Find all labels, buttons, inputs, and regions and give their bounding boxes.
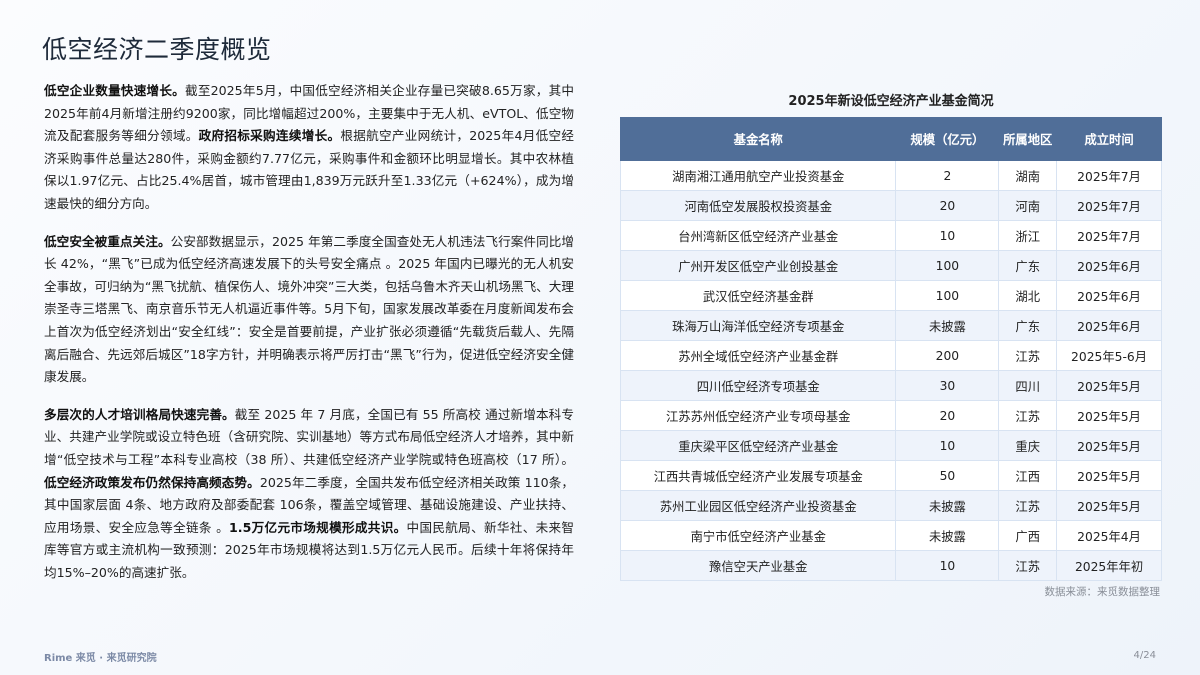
paragraph-heading: 1.5万亿元市场规模形成共识。 [229,519,407,535]
table-caption: 2025年新设低空经济产业基金简况 [788,94,994,109]
table-cell: 湖北 [998,280,1058,311]
table-cell: 2025年5-6月 [1056,340,1162,371]
table-cell: 2025年6月 [1056,280,1162,311]
footer-brand: Rime 来觅 · 来觅研究院 [44,653,157,664]
table-cell: 河南 [998,190,1058,221]
table-cell: 南宁市低空经济产业基金 [619,520,897,551]
table-cell: 2 [895,160,1000,191]
paragraph-heading: 低空安全被重点关注。 [44,233,171,249]
table-cell: 苏州全域低空经济产业基金群 [619,340,897,371]
table-cell: 10 [895,220,1000,251]
table-cell: 广东 [998,250,1058,281]
table-cell: 湖南湘江通用航空产业投资基金 [619,160,897,191]
table-cell: 湖南 [998,160,1058,191]
paragraph-text: 根据航空产业网统计，2025年4月低空经济采购事件总量达280件，采购金额约7.… [44,128,575,211]
page-number: 4/24 [1133,650,1156,661]
table-cell: 10 [895,430,1000,461]
table-cell: 2025年5月 [1056,370,1162,401]
table-row: 南宁市低空经济产业基金 未披露 广西 2025年4月 [619,520,1162,551]
table-row: 珠海万山海洋低空经济专项基金 未披露 广东 2025年6月 [619,310,1162,341]
paragraph-text: 中国民航局、新华社、未来智库等官方或主流机构一致预测：2025年市场规模将达到1… [44,519,575,580]
paragraph-text: 2025年二季度，全国共发布低空经济相关政策 110条，其中国家层面 4条、地方… [44,474,574,535]
table-cell: 武汉低空经济基金群 [619,280,897,311]
table-cell: 2025年6月 [1056,310,1162,341]
table-cell: 四川低空经济专项基金 [619,370,897,401]
paragraph-heading: 政府招标采购连续增长。 [198,128,341,144]
table-cell: 200 [895,340,1000,371]
paragraph-heading: 多层次的人才培训格局快速完善。 [44,406,235,422]
table-cell: 2025年5月 [1056,430,1162,461]
paragraph: 低空企业数量快速增长。截至2025年5月，中国低空经济相关企业存量已突破8.65… [44,80,574,216]
column-header: 所属地区 [998,117,1058,161]
table-cell: 20 [895,190,1000,221]
table-row: 武汉低空经济基金群 100 湖北 2025年6月 [619,280,1162,311]
table-cell: 河南低空发展股权投资基金 [619,190,897,221]
paragraph-text: 公安部数据显示，2025 年第二季度全国查处无人机违法飞行案件同比增长 42%，… [44,233,574,385]
table-row: 广州开发区低空产业创投基金 100 广东 2025年6月 [619,250,1162,281]
table-cell: 未披露 [895,520,1000,551]
table-cell: 未披露 [895,490,1000,521]
table-cell: 苏州工业园区低空经济产业投资基金 [619,490,897,521]
table-cell: 2025年5月 [1056,490,1162,521]
table-cell: 江苏 [998,550,1058,581]
table-cell: 100 [895,280,1000,311]
column-header: 规模（亿元） [895,117,1000,161]
page-title: 低空经济二季度概览 [42,35,272,64]
table-cell: 2025年7月 [1056,160,1162,191]
table-cell: 四川 [998,370,1058,401]
table-cell: 广州开发区低空产业创投基金 [619,250,897,281]
paragraph: 低空安全被重点关注。公安部数据显示，2025 年第二季度全国查处无人机违法飞行案… [44,231,574,389]
table-cell: 2025年4月 [1056,520,1162,551]
table-header-row: 基金名称 规模（亿元） 所属地区 成立时间 [619,117,1162,161]
table-cell: 江西共青城低空经济产业发展专项基金 [619,460,897,491]
table-cell: 100 [895,250,1000,281]
table-row: 豫信空天产业基金 10 江苏 2025年年初 [619,550,1162,581]
fund-table: 基金名称 规模（亿元） 所属地区 成立时间 湖南湘江通用航空产业投资基金 2 湖南 2025… [619,117,1162,581]
table-cell: 2025年6月 [1056,250,1162,281]
paragraph-text: 截至2025年5月，中国低空经济相关企业存量已突破8.65万家，其中2025年前… [44,83,574,144]
table-row: 江苏苏州低空经济产业专项母基金 20 江苏 2025年5月 [619,400,1162,431]
table-cell: 江苏 [998,340,1058,371]
table-cell: 2025年5月 [1056,460,1162,491]
paragraph: 多层次的人才培训格局快速完善。截至 2025 年 7 月底，全国已有 55 所高… [44,404,574,585]
column-header: 基金名称 [619,117,897,161]
table-cell: 珠海万山海洋低空经济专项基金 [619,310,897,341]
body-text: 低空企业数量快速增长。截至2025年5月，中国低空经济相关企业存量已突破8.65… [44,80,574,599]
table-cell: 10 [895,550,1000,581]
paragraph-heading: 低空经济政策发布仍然保持高频态势。 [44,474,260,490]
table-row: 苏州工业园区低空经济产业投资基金 未披露 江苏 2025年5月 [619,490,1162,521]
paragraph-text: 截至 2025 年 7 月底，全国已有 55 所高校 通过新增本科专业、共建产业… [44,406,574,467]
table-cell: 江苏 [998,490,1058,521]
table-cell: 2025年年初 [1056,550,1162,581]
table-row: 苏州全域低空经济产业基金群 200 江苏 2025年5-6月 [619,340,1162,371]
table-row: 河南低空发展股权投资基金 20 河南 2025年7月 [619,190,1162,221]
table-row: 台州湾新区低空经济产业基金 10 浙江 2025年7月 [619,220,1162,251]
table-row: 江西共青城低空经济产业发展专项基金 50 江西 2025年5月 [619,460,1162,491]
paragraph-heading: 低空企业数量快速增长。 [44,83,185,98]
table-cell: 广东 [998,310,1058,341]
table-row: 四川低空经济专项基金 30 四川 2025年5月 [619,370,1162,401]
data-source: 数据来源：来觅数据整理 [1044,586,1161,598]
table-cell: 江苏苏州低空经济产业专项母基金 [619,400,897,431]
column-header: 成立时间 [1056,117,1162,161]
table-cell: 江西 [998,460,1058,491]
table-cell: 重庆梁平区低空经济产业基金 [619,430,897,461]
table-cell: 台州湾新区低空经济产业基金 [619,220,897,251]
table-cell: 20 [895,400,1000,431]
table-cell: 豫信空天产业基金 [619,550,897,581]
table-row: 重庆梁平区低空经济产业基金 10 重庆 2025年5月 [619,430,1162,461]
table-cell: 2025年7月 [1056,220,1162,251]
table-cell: 2025年5月 [1056,400,1162,431]
table-cell: 广西 [998,520,1058,551]
table-cell: 重庆 [998,430,1058,461]
table-cell: 浙江 [998,220,1058,251]
table-cell: 2025年7月 [1056,190,1162,221]
table-cell: 未披露 [895,310,1000,341]
table-cell: 30 [895,370,1000,401]
table-cell: 50 [895,460,1000,491]
table-cell: 江苏 [998,400,1058,431]
table-row: 湖南湘江通用航空产业投资基金 2 湖南 2025年7月 [619,160,1162,191]
